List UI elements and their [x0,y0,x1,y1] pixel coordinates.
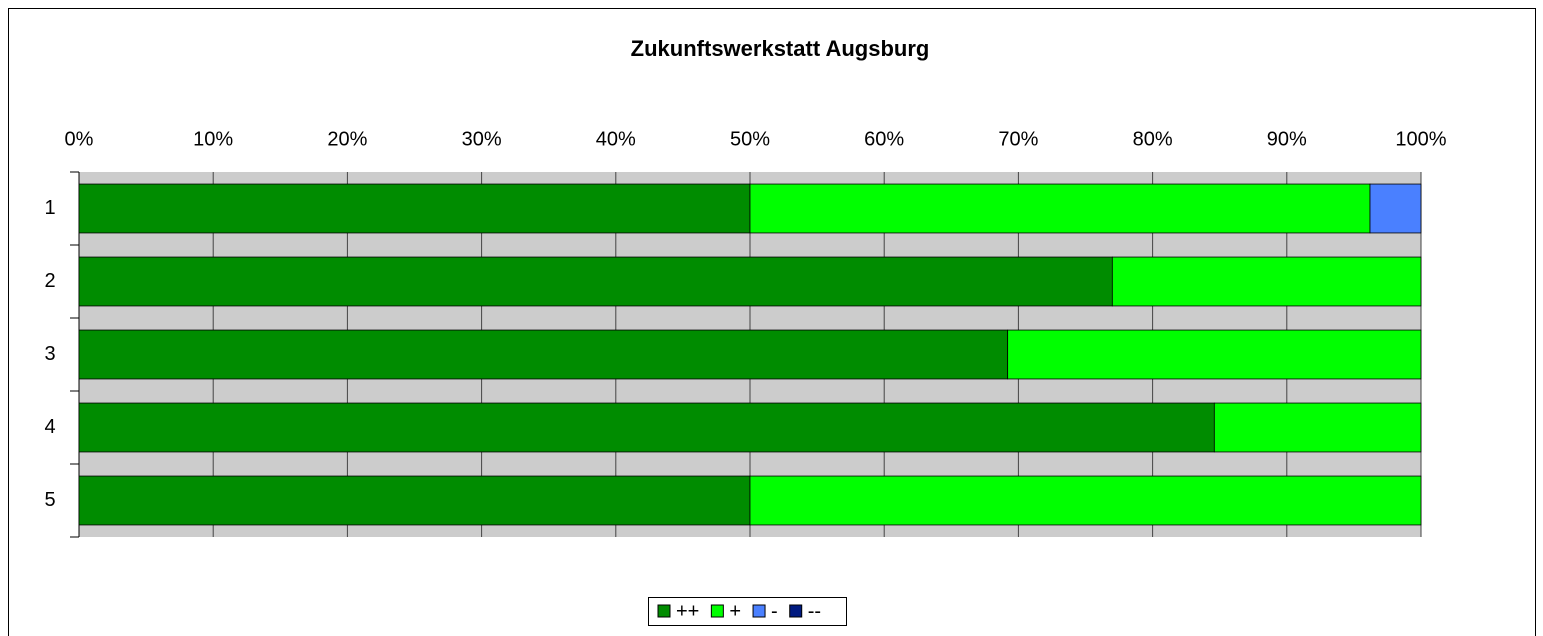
x-tick-label: 0% [65,128,94,150]
legend-swatch [657,604,671,618]
bar-segment [78,402,1215,453]
chart-frame [8,8,1536,636]
x-tick-label: 40% [596,128,636,150]
bar-segment [78,475,751,526]
bar-segment [1369,183,1422,234]
bar-segment [1213,402,1422,453]
bar-segment [749,475,1422,526]
y-tick-label: 5 [44,489,55,511]
legend-label: ++ [676,600,699,622]
x-tick-label: 30% [462,128,502,150]
x-tick-label: 10% [193,128,233,150]
bar-segment [78,329,1009,380]
x-tick-label: 100% [1395,128,1446,150]
bar-segment [1007,329,1422,380]
bar-segment [1111,256,1422,307]
legend-swatch [789,604,803,618]
y-tick-label: 4 [44,416,55,438]
legend-swatch [710,604,724,618]
legend-label: -- [808,600,821,622]
x-tick-label: 90% [1267,128,1307,150]
chart-title: Zukunftswerkstatt Augsburg [631,36,930,61]
y-tick-label: 3 [44,343,55,365]
x-tick-label: 60% [864,128,904,150]
legend-swatch [752,604,766,618]
x-tick-label: 50% [730,128,770,150]
x-tick-label: 70% [998,128,1038,150]
y-tick-label: 2 [44,270,55,292]
legend-box [648,597,847,626]
x-tick-label: 20% [327,128,367,150]
y-tick-label: 1 [44,197,55,219]
x-tick-label: 80% [1133,128,1173,150]
bar-segment [78,183,751,234]
legend-label: + [729,600,741,622]
legend-label: - [771,600,778,622]
bar-segment [78,256,1113,307]
bar-segment [749,183,1371,234]
